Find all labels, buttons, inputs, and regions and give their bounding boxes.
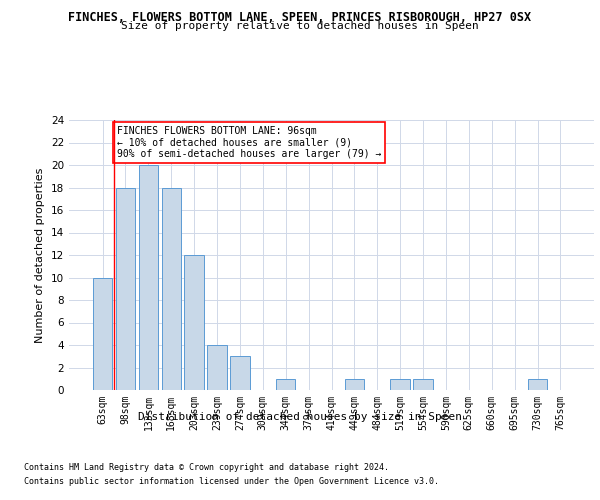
- Bar: [344, 379, 364, 390]
- Text: Contains public sector information licensed under the Open Government Licence v3: Contains public sector information licen…: [24, 477, 439, 486]
- Bar: [93, 278, 112, 390]
- Text: FINCHES, FLOWERS BOTTOM LANE, SPEEN, PRINCES RISBOROUGH, HP27 0SX: FINCHES, FLOWERS BOTTOM LANE, SPEEN, PRI…: [68, 11, 532, 24]
- Bar: [276, 379, 295, 390]
- Bar: [184, 255, 204, 390]
- Bar: [413, 379, 433, 390]
- Y-axis label: Number of detached properties: Number of detached properties: [35, 168, 46, 342]
- Bar: [116, 188, 135, 390]
- Bar: [391, 379, 410, 390]
- Bar: [528, 379, 547, 390]
- Bar: [161, 188, 181, 390]
- Bar: [230, 356, 250, 390]
- Bar: [208, 345, 227, 390]
- Text: Distribution of detached houses by size in Speen: Distribution of detached houses by size …: [138, 412, 462, 422]
- Bar: [139, 165, 158, 390]
- Text: Size of property relative to detached houses in Speen: Size of property relative to detached ho…: [121, 21, 479, 31]
- Text: FINCHES FLOWERS BOTTOM LANE: 96sqm
← 10% of detached houses are smaller (9)
90% : FINCHES FLOWERS BOTTOM LANE: 96sqm ← 10%…: [117, 126, 381, 159]
- Text: Contains HM Land Registry data © Crown copyright and database right 2024.: Contains HM Land Registry data © Crown c…: [24, 464, 389, 472]
